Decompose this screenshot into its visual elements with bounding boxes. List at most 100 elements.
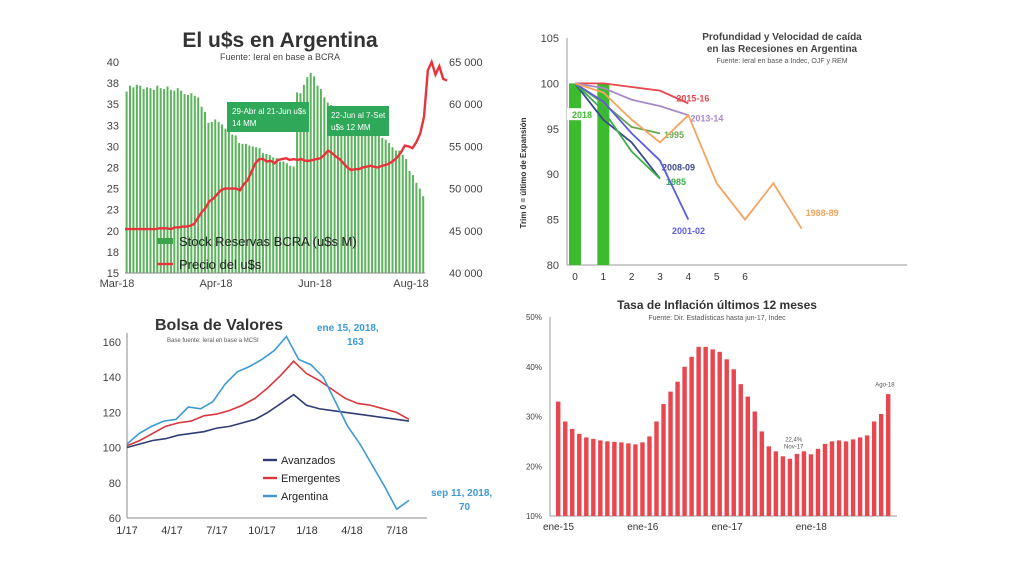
inflation-bar bbox=[682, 366, 687, 516]
inflation-bar bbox=[577, 433, 582, 516]
x-tick-label: ene-17 bbox=[711, 522, 743, 533]
inflation-bar bbox=[668, 391, 673, 516]
reserve-bar bbox=[251, 146, 254, 273]
annotation-peak-value: 163 bbox=[347, 337, 364, 348]
reserve-bar bbox=[180, 90, 183, 273]
reserve-bar bbox=[146, 87, 149, 273]
reserve-bar bbox=[190, 93, 193, 273]
reserve-bar bbox=[248, 145, 251, 273]
y-tick-label-left: 35 bbox=[107, 99, 119, 111]
reserve-bar bbox=[234, 135, 237, 273]
y-tick-label-right: 55 000 bbox=[449, 141, 483, 153]
inflation-bar bbox=[605, 441, 610, 516]
y-tick-label-left: 33 bbox=[107, 120, 119, 132]
y-tick-label: 95 bbox=[547, 124, 559, 136]
x-tick-label: Aug-18 bbox=[393, 278, 428, 290]
inflation-bar bbox=[759, 431, 765, 516]
reserve-bar bbox=[152, 89, 155, 274]
inflation-bar bbox=[570, 428, 575, 516]
series-line-2013-14 bbox=[574, 82, 689, 117]
chart-title-line-1: Profundidad y Velocidad de caída bbox=[702, 32, 862, 43]
reserve-bar bbox=[313, 76, 316, 274]
legend-label-bar: Stock Reservas BCRA (u$s M) bbox=[179, 234, 357, 249]
y-tick-label-left: 28 bbox=[107, 163, 119, 175]
x-tick-label: 7/17 bbox=[206, 525, 227, 537]
reserve-bar bbox=[405, 159, 408, 273]
annotation-text-1: 29-Abr al 21-Jun u$s bbox=[232, 107, 306, 116]
inflation-bar bbox=[801, 451, 807, 516]
reserve-bar bbox=[244, 143, 247, 273]
legend-label-Avanzados: Avanzados bbox=[281, 455, 336, 467]
recessions-chart-panel: Profundidad y Velocidad de caída en las … bbox=[512, 28, 922, 290]
y-axis-label: Trim 0 = último de Expansión bbox=[519, 117, 528, 228]
chart-subtitle: Base fuente: Ieral en base a MCSI bbox=[167, 338, 259, 344]
y-tick-label-left: 25 bbox=[107, 184, 119, 196]
inflation-bar bbox=[654, 421, 659, 516]
reserve-bar bbox=[381, 137, 384, 273]
reserve-bar bbox=[261, 153, 264, 273]
reserve-bar bbox=[357, 116, 360, 273]
series-line-Argentina bbox=[126, 335, 410, 511]
inflation-bar bbox=[640, 442, 645, 516]
inflation-bar bbox=[815, 448, 821, 516]
reserve-bar bbox=[296, 92, 299, 273]
reserve-bar bbox=[258, 148, 261, 273]
x-tick-label: 4 bbox=[686, 272, 692, 283]
y-tick-label-right: 40 000 bbox=[449, 268, 483, 280]
inflation-bar bbox=[612, 441, 617, 516]
inflation-bar bbox=[773, 451, 779, 516]
reserve-bar bbox=[183, 94, 186, 274]
reserve-bar bbox=[139, 85, 142, 273]
reserve-bar bbox=[159, 88, 162, 273]
series-label-2015-16: 2015-16 bbox=[676, 94, 709, 104]
y-tick-label: 120 bbox=[103, 407, 121, 419]
reserve-bar bbox=[275, 158, 278, 273]
inflation-bar bbox=[584, 437, 589, 516]
y-tick-label-left: 20 bbox=[107, 226, 119, 238]
reserve-bar bbox=[330, 105, 333, 273]
reserve-bar bbox=[200, 106, 203, 274]
inflation-bar bbox=[710, 349, 715, 516]
reserve-bar bbox=[302, 84, 305, 274]
x-tick-label: 1/17 bbox=[116, 525, 137, 537]
y-tick-label: 60 bbox=[109, 513, 121, 525]
x-tick-label: 3 bbox=[657, 272, 663, 283]
reserve-bar bbox=[285, 163, 288, 273]
stocks-chart: Bolsa de Valores Base fuente: Ieral en b… bbox=[103, 317, 493, 537]
inflation-bar bbox=[808, 454, 814, 516]
reserve-bar bbox=[415, 182, 418, 273]
inflation-bar bbox=[780, 456, 786, 516]
reserve-bar bbox=[163, 89, 166, 274]
reserve-bar bbox=[394, 150, 397, 273]
legend-swatch-bar bbox=[157, 238, 173, 244]
chart-subtitle: Fuente: Dir. Estadísticas hasta jun-17, … bbox=[648, 315, 786, 322]
reserve-bar bbox=[279, 161, 282, 273]
y-tick-label: 50% bbox=[526, 313, 542, 322]
reserve-bar bbox=[186, 94, 189, 273]
series-label-2008-09: 2008-09 bbox=[662, 163, 695, 173]
inflation-bar bbox=[689, 356, 694, 516]
series-line-2001-02 bbox=[574, 82, 690, 220]
reserve-bar bbox=[364, 122, 367, 273]
annotation-text-1b: 14 MM bbox=[232, 119, 257, 128]
series-line-Emergentes bbox=[126, 360, 410, 447]
annotation-box-1 bbox=[227, 102, 309, 132]
inflation-bar bbox=[633, 444, 638, 516]
bar-label-bg bbox=[567, 108, 597, 121]
series-label-1995: 1995 bbox=[664, 130, 684, 140]
x-tick-label: 2 bbox=[629, 272, 635, 283]
y-tick-label: 160 bbox=[103, 337, 121, 349]
x-tick-label: ene-18 bbox=[796, 522, 828, 533]
reserve-bar bbox=[388, 143, 391, 273]
reserve-bar bbox=[207, 122, 210, 273]
reserve-bar bbox=[255, 147, 258, 273]
y-tick-label-left: 18 bbox=[107, 247, 119, 259]
reserve-bar bbox=[156, 85, 159, 273]
reserve-bar bbox=[289, 165, 292, 273]
inflation-bar bbox=[857, 437, 863, 516]
chart-title: Tasa de Inflación últimos 12 meses bbox=[617, 298, 817, 312]
reserve-bar bbox=[343, 110, 346, 274]
y-tick-label-left: 40 bbox=[107, 57, 119, 69]
inflation-bar bbox=[871, 421, 877, 516]
reserve-bar bbox=[384, 139, 387, 273]
